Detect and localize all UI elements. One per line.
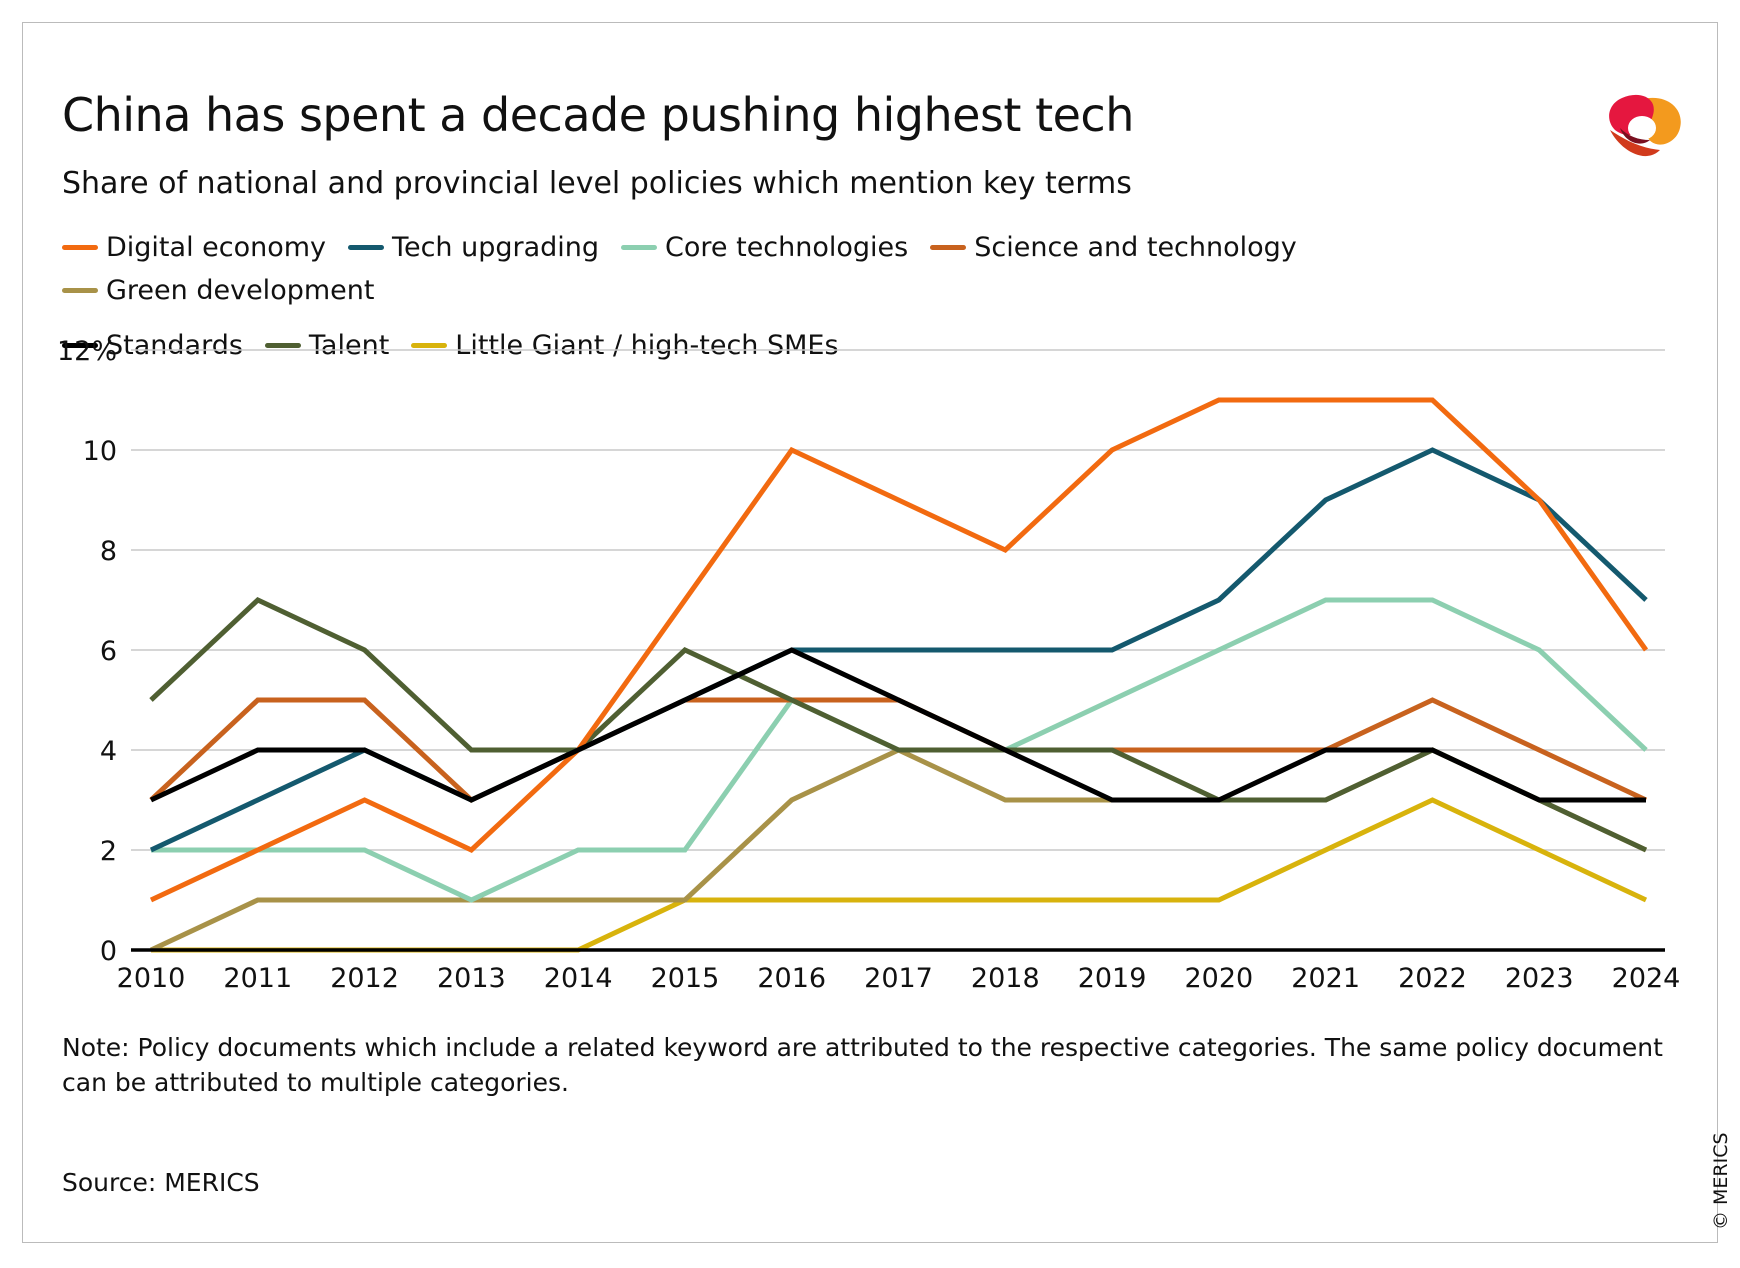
legend-item: Digital economy (62, 232, 326, 263)
legend: Digital economy Tech upgrading Core techno… (62, 232, 1562, 361)
x-tick-label: 2017 (864, 963, 933, 994)
legend-item: Core technologies (621, 232, 908, 263)
legend-item: Green development (62, 275, 374, 306)
x-tick-label: 2013 (437, 963, 506, 994)
legend-item: Little Giant / high-tech SMEs (411, 330, 839, 361)
x-tick-label: 2022 (1398, 963, 1467, 994)
series-line (149, 647, 1646, 803)
legend-swatch (62, 245, 98, 250)
series-line (151, 797, 1648, 953)
legend-label: Talent (308, 330, 390, 361)
x-tick-label: 2020 (1184, 963, 1253, 994)
legend-item: Standards (62, 330, 243, 361)
legend-label: Core technologies (665, 232, 909, 263)
chart-subtitle: Share of national and provincial level p… (62, 166, 1132, 201)
x-tick-label: 2018 (971, 963, 1040, 994)
series-line (149, 597, 1648, 853)
source: Source: MERICS (62, 1168, 260, 1197)
y-tick-label: 8 (100, 536, 117, 567)
x-tick-label: 2012 (330, 963, 399, 994)
legend-swatch (62, 343, 98, 348)
legend-label: Standards (106, 330, 243, 361)
legend-swatch (264, 343, 301, 348)
legend-item: Talent (264, 330, 390, 361)
x-tick-label: 2021 (1291, 963, 1360, 994)
x-tick-label: 2015 (651, 963, 720, 994)
x-tick-label: 2023 (1505, 963, 1574, 994)
legend-item: Science and technology (930, 232, 1297, 263)
y-tick-label: 2 (100, 836, 117, 867)
copyright: © MERICS (1710, 1132, 1732, 1230)
x-tick-label: 2016 (757, 963, 826, 994)
x-tick-label: 2011 (223, 963, 292, 994)
x-tick-label: 2019 (1078, 963, 1147, 994)
legend-swatch (930, 245, 967, 250)
y-tick-label: 6 (100, 636, 117, 667)
logo (1609, 94, 1681, 157)
legend-swatch (348, 245, 385, 250)
legend-label: Little Giant / high-tech SMEs (455, 330, 839, 361)
series-line (149, 397, 1649, 903)
x-tick-label: 2010 (117, 963, 186, 994)
legend-label: Tech upgrading (392, 232, 600, 263)
y-tick-label: 4 (100, 736, 117, 767)
legend-label: Digital economy (106, 232, 327, 263)
x-tick-label: 2014 (544, 963, 613, 994)
x-tick-label: 2024 (1612, 963, 1681, 994)
chart-title: China has spent a decade pushing highest… (62, 88, 1134, 142)
legend-swatch (62, 288, 98, 293)
y-tick-label: 12% (57, 336, 117, 367)
legend-label: Science and technology (974, 232, 1297, 263)
legend-item: Tech upgrading (348, 232, 599, 263)
y-tick-label: 0 (100, 936, 117, 967)
legend-swatch (411, 343, 448, 348)
legend-label: Green development (106, 275, 375, 306)
y-tick-label: 10 (83, 436, 117, 467)
note: Note: Policy documents which include a r… (62, 1033, 1663, 1097)
frame (22, 22, 1718, 1243)
legend-swatch (621, 245, 658, 250)
